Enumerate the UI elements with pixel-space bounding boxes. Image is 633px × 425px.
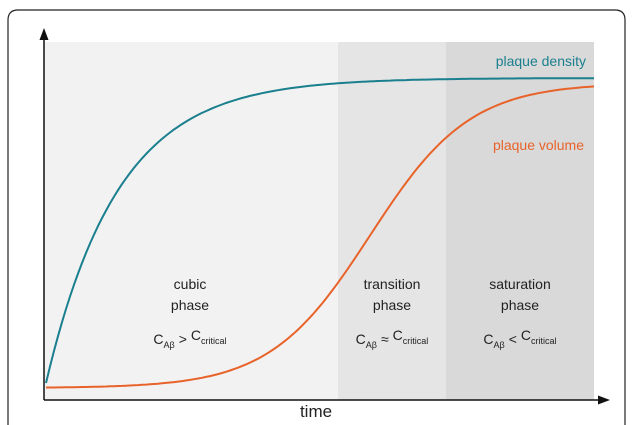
phase-name: cubic (174, 276, 207, 292)
symbol: C (153, 331, 163, 347)
x-arrow (598, 395, 610, 405)
phase-word: phase (373, 297, 411, 313)
symbol: C (191, 327, 201, 343)
volume-curve (46, 85, 595, 389)
subscript: Aβ (164, 340, 175, 350)
saturation-region (446, 42, 594, 400)
phase-word: phase (501, 297, 539, 313)
symbol: < (509, 331, 517, 347)
subscript: Aβ (366, 340, 377, 350)
phase-relation: CAβ > Ccritical (153, 327, 226, 350)
phase-name: saturation (489, 276, 550, 292)
phase-relation: CAβ ≈ Ccritical (356, 327, 429, 350)
phase-relation: CAβ < Ccritical (483, 327, 556, 350)
density-label: plaque density (496, 53, 586, 69)
symbol: C (483, 331, 493, 347)
transition-region (338, 42, 446, 400)
symbol: C (356, 331, 366, 347)
y-arrow (39, 28, 49, 40)
phase-name: transition (364, 276, 421, 292)
curves (45, 77, 595, 389)
symbol: > (179, 331, 187, 347)
x-axis-label: time (300, 402, 332, 421)
frame (7, 9, 626, 425)
subscript: Aβ (494, 340, 505, 350)
subscript: critical (403, 336, 429, 346)
subscript: critical (531, 336, 557, 346)
density-curve (45, 77, 594, 384)
symbol: C (393, 327, 403, 343)
symbol: ≈ (381, 331, 389, 347)
phase-word: phase (171, 297, 209, 313)
volume-label: plaque volume (493, 137, 584, 153)
subscript: critical (201, 336, 227, 346)
symbol: C (521, 327, 531, 343)
cubic-region (44, 42, 338, 400)
